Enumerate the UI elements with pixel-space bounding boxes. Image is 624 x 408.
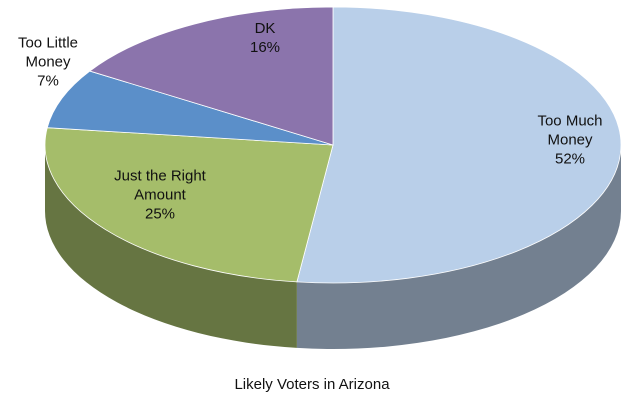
slice-label: Just the Right Amount 25% — [90, 167, 230, 224]
slice-name: Too Much Money — [537, 112, 603, 149]
pie-slice — [44, 127, 334, 283]
slice-name: Too Little Money — [17, 34, 79, 71]
slice-value: 52% — [554, 150, 586, 168]
slice-name: DK — [254, 20, 276, 37]
chart-title: Likely Voters in Arizona — [234, 376, 390, 393]
pie-slice — [46, 70, 334, 146]
slice-name: Just the Right Amount — [114, 167, 206, 204]
pie-slice-side — [296, 145, 621, 349]
pie-slice — [296, 6, 622, 284]
slice-value: 16% — [249, 39, 281, 56]
slice-label: Too Little Money 7% — [3, 34, 93, 91]
slice-value: 25% — [144, 205, 176, 223]
slice-value: 7% — [37, 72, 59, 90]
pie-slice-side — [45, 145, 297, 348]
slice-label: Too Much Money 52% — [525, 112, 615, 169]
slice-label: DK 16% — [235, 19, 295, 57]
pie-slice — [88, 6, 334, 146]
